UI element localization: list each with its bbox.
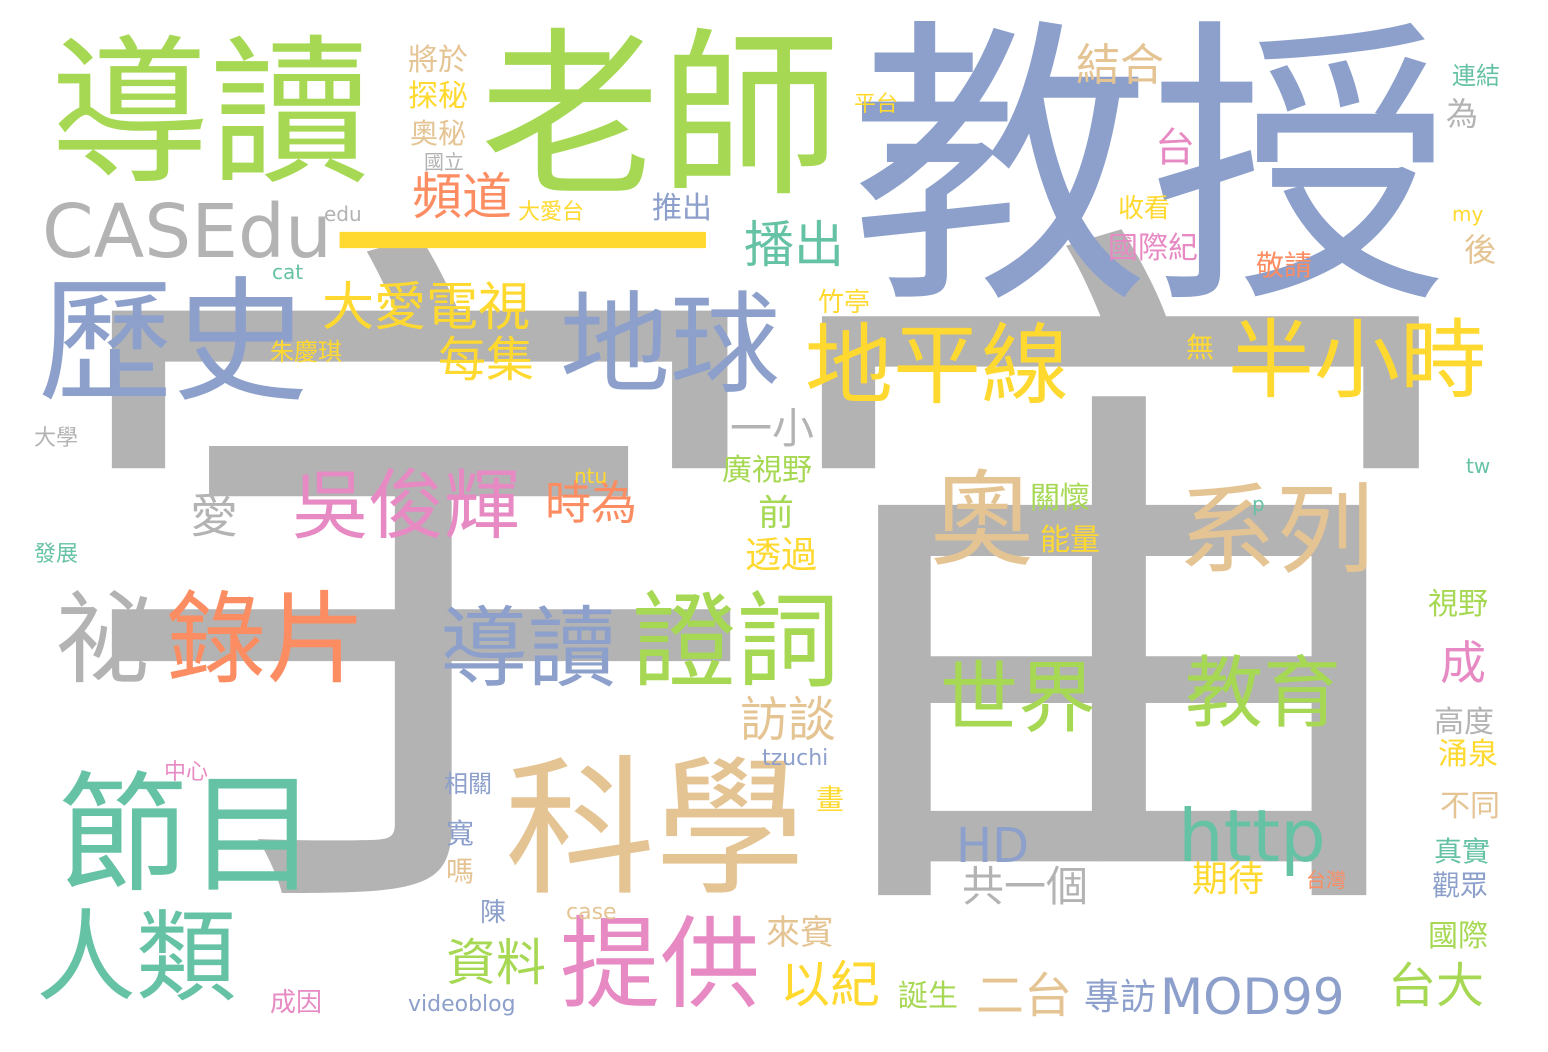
word-yiji: 以紀 [780, 956, 880, 1014]
word-banxiaoshi: 半小時 [1228, 311, 1486, 411]
word-aomi: 奧秘 [410, 117, 467, 150]
word-diqiu: 地球 [560, 281, 780, 409]
word-ao: 奧 [930, 459, 1035, 581]
word-lianjie: 連結 [1452, 62, 1500, 90]
word-shoukan: 收看 [1118, 194, 1171, 224]
word-kuan: 寬 [446, 817, 475, 850]
word-mod99: MOD99 [1160, 968, 1345, 1026]
word-guoji: 國際 [1428, 919, 1488, 954]
word-pindao: 頻道 [412, 168, 512, 226]
word-case: case [566, 900, 617, 925]
word-cat: cat [272, 260, 304, 284]
word-tigong: 提供 [560, 906, 760, 1023]
word-zhongxin: 中心 [164, 760, 209, 785]
word-guoli: 國立 [424, 150, 464, 174]
word-wu: 無 [1186, 331, 1215, 364]
word-jiaoshou: 教授 [850, 0, 1450, 344]
word-guanhuai: 關懷 [1030, 481, 1090, 516]
word-edu: edu [324, 202, 362, 226]
word-zhengci: 證詞 [632, 581, 841, 703]
word-yi: 一 [322, 133, 723, 366]
word-jiangyu: 將於 [408, 43, 468, 78]
word-cheng: 成 [1440, 636, 1486, 690]
word-http: http [1178, 794, 1326, 878]
word-yixiao: 一小 [730, 404, 815, 453]
word-lishi: 歷史 [38, 264, 308, 421]
word-jingqing: 敬請 [1256, 249, 1313, 282]
word-nengliang: 能量 [1040, 523, 1100, 558]
word-zhuqingqi: 朱慶琪 [270, 338, 342, 366]
word-lupian: 錄片 [166, 581, 366, 698]
word-hua: 畫 [816, 783, 845, 816]
word-shijie: 世界 [940, 654, 1097, 744]
word-fazhan: 發展 [34, 542, 79, 567]
word-daaidianshi: 大愛電視 [322, 278, 531, 338]
word-laoshi: 老師 [480, 13, 841, 222]
word-tuichu: 推出 [652, 191, 712, 226]
word-zhenshi: 真實 [1434, 835, 1491, 868]
word-chen: 陳 [480, 898, 507, 928]
word-shiwei: 時為 [545, 476, 637, 530]
word-guangshiye: 廣視野 [722, 453, 812, 488]
word-qidai: 期待 [1192, 859, 1265, 900]
word-touguo: 透過 [745, 535, 818, 576]
word-daxue: 大學 [34, 426, 79, 451]
word-renlei: 人類 [36, 899, 236, 1016]
word-ai: 愛 [190, 488, 239, 544]
word-zhuanfang: 專訪 [1084, 977, 1157, 1018]
word-tai: 台 [1155, 125, 1195, 171]
word-butong: 不同 [1440, 789, 1500, 824]
word-daodu-top: 導讀 [50, 20, 371, 207]
word-jiaoyu: 教育 [1185, 649, 1342, 739]
word-taida: 台大 [1388, 958, 1485, 1014]
word-ntu: ntu [574, 464, 608, 488]
word-daodu-mid: 導讀 [440, 597, 617, 700]
word-daaitai: 大愛台 [518, 200, 585, 225]
word-meiji: 每集 [438, 332, 535, 388]
word-tzuchi: tzuchi [762, 746, 829, 771]
word-guojiji: 國際紀 [1108, 231, 1198, 266]
word-chengyin: 成因 [270, 988, 323, 1018]
word-mi: 祕 [56, 581, 156, 698]
word-tanmi: 探秘 [408, 79, 468, 114]
word-jiemu: 節目 [58, 759, 319, 911]
word-tw: tw [1466, 454, 1491, 478]
word-pingtai: 平台 [854, 92, 899, 117]
word-ma: 嗎 [446, 855, 475, 888]
word-guanzhong: 觀眾 [1432, 869, 1489, 902]
word-yuzhou: 宇宙 [60, 171, 1480, 1009]
word-laibin: 來賓 [766, 913, 834, 953]
word-gongyige: 共一個 [962, 862, 1089, 911]
word-videoblog: videoblog [408, 992, 516, 1017]
word-qian: 前 [758, 493, 795, 534]
word-wujunhui: 吳俊輝 [292, 461, 520, 550]
word-p: p [1252, 492, 1265, 516]
word-bochu: 播出 [744, 216, 844, 274]
word-dipingxian: 地平線 [805, 314, 1070, 417]
word-jiehe: 結合 [1076, 40, 1164, 91]
word-taiwan: 台灣 [1306, 868, 1346, 892]
word-gaodu: 高度 [1434, 705, 1494, 740]
word-shiye: 視野 [1428, 587, 1488, 622]
word-ziliao: 資料 [446, 934, 546, 992]
word-hou: 後 [1464, 231, 1497, 269]
word-my: my [1452, 202, 1484, 226]
word-wei: 為 [1446, 95, 1479, 133]
word-xiangguan: 相關 [444, 770, 492, 798]
word-ertai: 二台 [976, 968, 1073, 1024]
word-zhuting: 竹亭 [818, 288, 871, 318]
word-fangtan: 訪談 [740, 692, 837, 748]
word-dansheng: 誕生 [898, 979, 958, 1014]
word-casedu: CASEdu [42, 189, 332, 275]
word-xilie: 系列 [1178, 474, 1375, 588]
word-hd: HD [956, 818, 1030, 874]
word-yongquan: 涌泉 [1438, 737, 1498, 772]
word-gao: 高 [1068, 823, 1105, 864]
word-kexue: 科學 [505, 743, 806, 917]
